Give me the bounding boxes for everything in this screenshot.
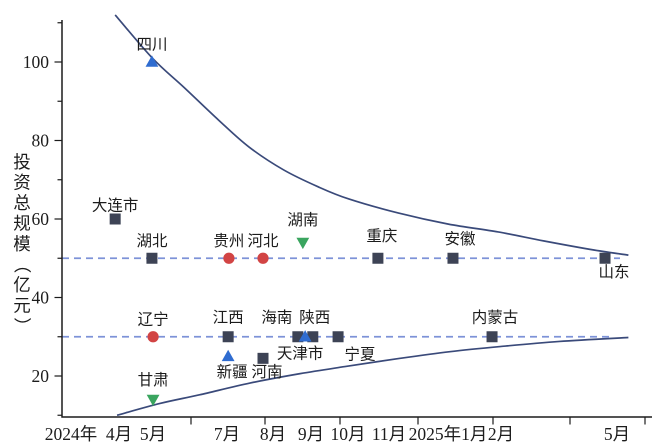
- data-point: 贵州: [213, 232, 244, 264]
- data-point: 湖南: [287, 211, 318, 250]
- svg-text:投: 投: [13, 152, 31, 172]
- data-point-label: 安徽: [444, 230, 476, 248]
- data-point: 四川: [136, 37, 167, 67]
- svg-text:亿: 亿: [13, 275, 31, 295]
- data-point: 天津市: [277, 330, 324, 362]
- data-point-label: 江西: [213, 308, 244, 326]
- data-point-label: 河北: [248, 232, 280, 250]
- data-point: 辽宁: [138, 310, 169, 343]
- x-tick-label: 5月: [604, 424, 630, 444]
- data-point-label: 山东: [599, 263, 630, 281]
- x-tick-label: 4月: [106, 424, 132, 444]
- data-point: 重庆: [366, 227, 397, 264]
- data-point: 河南: [252, 352, 283, 381]
- data-point: 安徽: [444, 230, 476, 264]
- x-tick-label: 8月: [260, 424, 286, 444]
- data-point-label: 陕西: [299, 308, 330, 326]
- upper-bound-curve: [114, 14, 629, 256]
- data-point-label: 河南: [252, 363, 283, 381]
- data-point: 甘肃: [138, 371, 169, 407]
- y-tick-label: 80: [32, 131, 50, 151]
- data-point-label: 辽宁: [138, 310, 169, 328]
- data-point: 海南: [261, 308, 304, 343]
- x-tick-label: 7月: [214, 424, 240, 444]
- data-point-label: 内蒙古: [472, 308, 519, 326]
- svg-text:资: 资: [13, 173, 31, 193]
- data-point-label: 贵州: [213, 232, 244, 250]
- data-point-label: 新疆: [217, 363, 248, 381]
- svg-text:规: 规: [13, 214, 31, 234]
- x-tick-label: 9月: [298, 424, 324, 444]
- y-tick-label: 100: [23, 52, 50, 72]
- data-point: 山东: [599, 252, 630, 281]
- lower-bound-curve: [116, 336, 629, 417]
- data-point: 内蒙古: [472, 308, 519, 343]
- data-point: 大连市: [92, 197, 139, 225]
- data-point-label: 大连市: [92, 197, 139, 215]
- x-tick-label: 10月: [331, 424, 366, 444]
- data-point-label: 海南: [261, 308, 292, 326]
- y-tick-label: 20: [32, 366, 50, 386]
- data-point-label: 甘肃: [138, 371, 169, 389]
- x-tick-label: 5月: [140, 424, 166, 444]
- y-tick-label: 60: [32, 209, 50, 229]
- x-tick-label: 2024年: [45, 424, 98, 444]
- data-point-label: 天津市: [277, 344, 324, 362]
- svg-text:元: 元: [13, 296, 31, 316]
- x-tick-label: 2月: [488, 424, 514, 444]
- data-point-label: 湖南: [287, 211, 318, 229]
- data-point: 宁夏: [332, 331, 377, 363]
- data-point-label: 宁夏: [345, 345, 377, 363]
- x-tick-label: 11月: [372, 424, 406, 444]
- data-point: 河北: [248, 232, 280, 264]
- axes: [61, 20, 652, 418]
- data-point: 陕西: [299, 308, 330, 343]
- svg-text:总: 总: [13, 193, 31, 213]
- svg-text:）: ）: [12, 317, 32, 335]
- svg-text:（: （: [12, 256, 32, 274]
- x-axis: 2024年 4月 5月 7月 8月 9月 10月 11月 2025年1月 2月 5月: [45, 417, 646, 444]
- svg-text:模: 模: [13, 234, 31, 254]
- data-point-label: 重庆: [366, 227, 397, 245]
- data-point: 新疆: [217, 349, 248, 381]
- data-point-label: 湖北: [136, 232, 168, 250]
- data-point-label: 四川: [136, 37, 167, 54]
- x-tick-label: 2025年1月: [409, 424, 488, 444]
- y-tick-label: 40: [32, 288, 50, 308]
- data-point: 江西: [213, 308, 244, 343]
- y-axis: 20 40 60 80 100: [23, 22, 62, 416]
- data-point: 湖北: [136, 232, 168, 264]
